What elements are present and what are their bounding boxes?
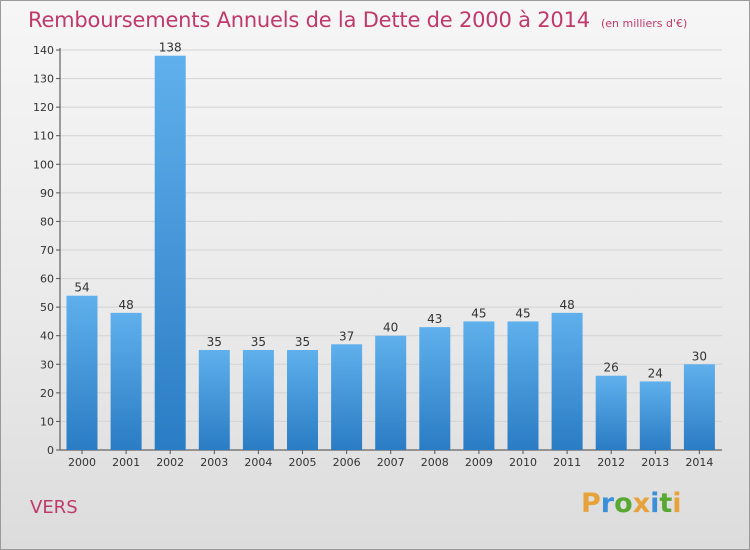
bar bbox=[154, 55, 186, 450]
x-tick-label: 2005 bbox=[289, 456, 317, 469]
y-tick-label: 10 bbox=[40, 415, 54, 428]
bar-value-label: 40 bbox=[383, 321, 398, 335]
bar bbox=[595, 375, 627, 450]
y-tick-label: 60 bbox=[40, 273, 54, 286]
y-tick-label: 80 bbox=[40, 215, 54, 228]
logo-letter: P bbox=[581, 488, 601, 519]
x-tick-label: 2003 bbox=[200, 456, 228, 469]
bar-value-label: 37 bbox=[339, 329, 354, 343]
bar bbox=[242, 350, 274, 450]
logo-letter: i bbox=[650, 488, 660, 519]
y-tick-label: 110 bbox=[33, 130, 54, 143]
commune-name: VERS bbox=[30, 497, 78, 518]
bar bbox=[287, 350, 318, 450]
bar bbox=[419, 327, 451, 450]
x-tick-label: 2004 bbox=[244, 456, 272, 469]
bar bbox=[66, 295, 98, 450]
x-tick-label: 2010 bbox=[509, 456, 537, 469]
y-tick-label: 90 bbox=[40, 187, 54, 200]
y-tick-label: 120 bbox=[33, 101, 54, 114]
bar-value-label: 30 bbox=[692, 349, 707, 363]
x-tick-label: 2011 bbox=[553, 456, 581, 469]
chart-unit-label: (en milliers d'€) bbox=[601, 17, 688, 30]
bar bbox=[551, 312, 583, 450]
bar-value-label: 48 bbox=[118, 298, 133, 312]
x-tick-label: 2012 bbox=[597, 456, 625, 469]
y-tick-label: 0 bbox=[47, 444, 54, 457]
logo-letter: i bbox=[672, 488, 682, 519]
logo-letter: r bbox=[600, 488, 615, 519]
bar-value-label: 45 bbox=[471, 306, 486, 320]
bar-value-label: 24 bbox=[648, 366, 663, 380]
x-tick-label: 2001 bbox=[112, 456, 140, 469]
bar-value-label: 54 bbox=[74, 281, 89, 295]
bar-value-label: 138 bbox=[159, 41, 182, 55]
y-tick-label: 40 bbox=[40, 330, 54, 343]
bar-value-label: 45 bbox=[515, 306, 530, 320]
bar bbox=[639, 381, 671, 450]
x-tick-label: 2002 bbox=[156, 456, 184, 469]
y-tick-label: 130 bbox=[33, 73, 54, 86]
y-tick-label: 50 bbox=[40, 301, 54, 314]
bar bbox=[463, 321, 495, 450]
x-tick-label: 2007 bbox=[377, 456, 405, 469]
y-tick-label: 30 bbox=[40, 358, 54, 371]
x-tick-label: 2013 bbox=[641, 456, 669, 469]
y-tick-label: 20 bbox=[40, 387, 54, 400]
y-tick-label: 140 bbox=[33, 44, 54, 57]
bar-value-label: 35 bbox=[295, 335, 310, 349]
chart-title-text: Remboursements Annuels de la Dette de 20… bbox=[28, 8, 590, 32]
bar bbox=[110, 312, 142, 450]
logo-letter: o bbox=[614, 488, 633, 519]
bar-value-label: 48 bbox=[559, 298, 574, 312]
logo-letter: t bbox=[659, 488, 673, 519]
x-tick-label: 2000 bbox=[68, 456, 96, 469]
bar-value-label: 35 bbox=[251, 335, 266, 349]
bar bbox=[331, 344, 363, 450]
proxiti-logo: Proxiti bbox=[581, 488, 682, 519]
x-tick-label: 2014 bbox=[685, 456, 713, 469]
y-tick-label: 70 bbox=[40, 244, 54, 257]
x-tick-label: 2009 bbox=[465, 456, 493, 469]
x-tick-label: 2008 bbox=[421, 456, 449, 469]
bar-value-label: 35 bbox=[207, 335, 222, 349]
bar bbox=[683, 364, 715, 450]
y-tick-label: 100 bbox=[33, 158, 54, 171]
bar-value-label: 26 bbox=[604, 361, 619, 375]
bar bbox=[198, 350, 230, 450]
chart-title: Remboursements Annuels de la Dette de 20… bbox=[28, 8, 687, 32]
bar bbox=[375, 335, 407, 450]
bar bbox=[507, 321, 539, 450]
bar-value-label: 43 bbox=[427, 312, 442, 326]
logo-letter: x bbox=[632, 488, 651, 519]
x-tick-label: 2006 bbox=[333, 456, 361, 469]
